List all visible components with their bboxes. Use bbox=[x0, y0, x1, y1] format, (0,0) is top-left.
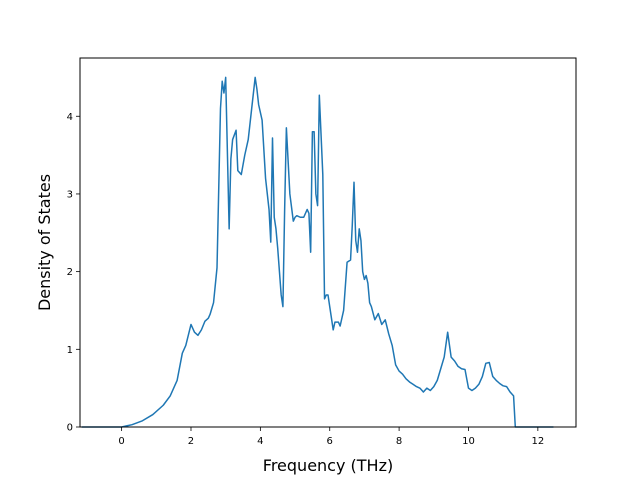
x-tick-label: 0 bbox=[118, 436, 124, 447]
y-tick-label: 1 bbox=[67, 345, 73, 356]
x-tick-label: 8 bbox=[396, 436, 402, 447]
x-tick-label: 10 bbox=[462, 436, 475, 447]
y-tick-label: 3 bbox=[67, 189, 73, 200]
x-tick-label: 12 bbox=[531, 436, 544, 447]
x-tick-label: 2 bbox=[188, 436, 194, 447]
x-axis-label: Frequency (THz) bbox=[263, 456, 393, 475]
dos-series-line bbox=[81, 76, 554, 428]
plot-area bbox=[81, 76, 554, 428]
y-axis-ticks: 0 1 2 3 4 bbox=[67, 112, 80, 434]
x-axis-ticks: 0 2 4 6 8 10 12 bbox=[118, 427, 544, 447]
y-tick-label: 2 bbox=[67, 267, 73, 278]
y-tick-label: 0 bbox=[67, 423, 73, 434]
axes-frame bbox=[79, 57, 577, 428]
y-axis-label: Density of States bbox=[35, 174, 54, 311]
x-tick-label: 6 bbox=[327, 436, 333, 447]
y-tick-label: 4 bbox=[67, 112, 73, 123]
x-tick-label: 4 bbox=[257, 436, 263, 447]
